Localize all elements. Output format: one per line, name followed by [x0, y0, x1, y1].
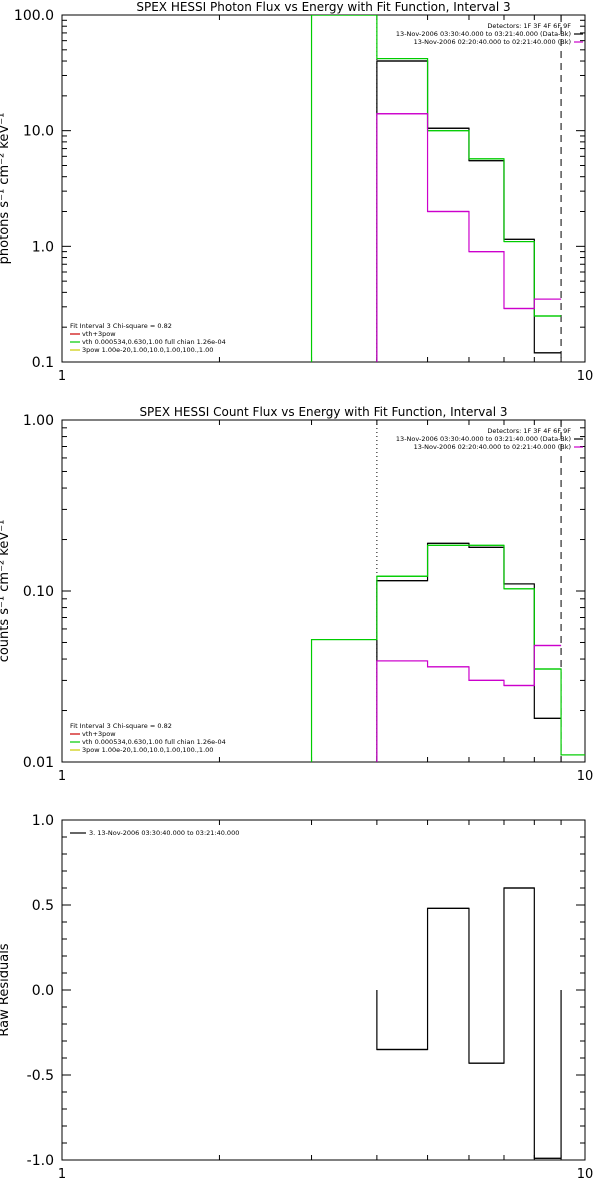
y-tick-label: -0.5	[27, 1068, 54, 1084]
residuals-panel: Raw Residuals 1 10 -1.0 -0.5 0.0 0.5 1.0 3. 13-N…	[0, 813, 593, 1182]
legend-entry: Fit Interval 3 Chi-square = 0.82	[70, 722, 172, 730]
legend-entry: Detectors: 1F 3F 4F 6F 9F	[487, 427, 571, 435]
legend-entry: Detectors: 1F 3F 4F 6F 9F	[487, 22, 571, 30]
count-flux-panel: SPEX HESSI Count Flux vs Energy with Fit…	[0, 405, 593, 784]
y-axis-label: photons s⁻¹ cm⁻² keV⁻¹	[0, 113, 12, 265]
legend-entry: 13-Nov-2006 03:30:40.000 to 03:21:40.000…	[396, 30, 571, 38]
y-tick-label: 0.5	[32, 898, 54, 914]
legend-entry: 13-Nov-2006 03:30:40.000 to 03:21:40.000…	[396, 435, 571, 443]
y-tick-label: 0.01	[23, 755, 54, 771]
x-tick-label: 1	[58, 769, 66, 784]
photon-flux-panel: SPEX HESSI Photon Flux vs Energy with Fi…	[0, 0, 593, 384]
y-tick-label: 1.0	[32, 813, 54, 829]
y-tick-label: 1.00	[23, 413, 54, 429]
legend-entry: vth+3pow	[82, 330, 116, 338]
chart-title: SPEX HESSI Count Flux vs Energy with Fit…	[139, 405, 507, 419]
legend-entry: 3pow 1.00e-20,1.00,10.0,1.00,100.,1.00	[82, 346, 213, 354]
x-tick-label: 1	[58, 1167, 66, 1182]
y-tick-label: 0.1	[32, 355, 54, 371]
x-tick-label: 1	[58, 369, 66, 384]
legend-entry: 3. 13-Nov-2006 03:30:40.000 to 03:21:40.…	[89, 829, 239, 837]
legend-entry: vth+3pow	[82, 730, 116, 738]
y-tick-label: 1.0	[32, 239, 54, 255]
legend-entry: vth 0.000534,0.630,1.00 full chian 1.26e…	[82, 738, 226, 746]
x-tick-label: 10	[577, 1167, 594, 1182]
y-axis-label: counts s⁻¹ cm⁻² keV⁻¹	[0, 520, 12, 663]
data-layer	[310, 420, 585, 762]
legend-entry: 3pow 1.00e-20,1.00,10.0,1.00,100.,1.00	[82, 746, 213, 754]
y-tick-label: 10.0	[23, 124, 54, 140]
data-layer	[310, 15, 562, 362]
legend-entry: 13-Nov-2006 02:20:40.000 to 02:21:40.000…	[414, 38, 571, 46]
chart-title: SPEX HESSI Photon Flux vs Energy with Fi…	[136, 0, 510, 14]
y-tick-label: 100.0	[14, 8, 54, 24]
data-layer	[376, 887, 562, 1159]
legend-entry: 13-Nov-2006 02:20:40.000 to 02:21:40.000…	[414, 443, 571, 451]
x-tick-label: 10	[577, 769, 594, 784]
y-tick-label: 0.10	[23, 584, 54, 600]
legend-entry: vth 0.000534,0.630,1.00 full chian 1.26e…	[82, 338, 226, 346]
x-tick-label: 10	[577, 369, 594, 384]
y-axis-label: Raw Residuals	[0, 943, 12, 1036]
legend-entry: Fit Interval 3 Chi-square = 0.82	[70, 322, 172, 330]
y-tick-label: -1.0	[27, 1153, 54, 1169]
y-tick-label: 0.0	[32, 983, 54, 999]
